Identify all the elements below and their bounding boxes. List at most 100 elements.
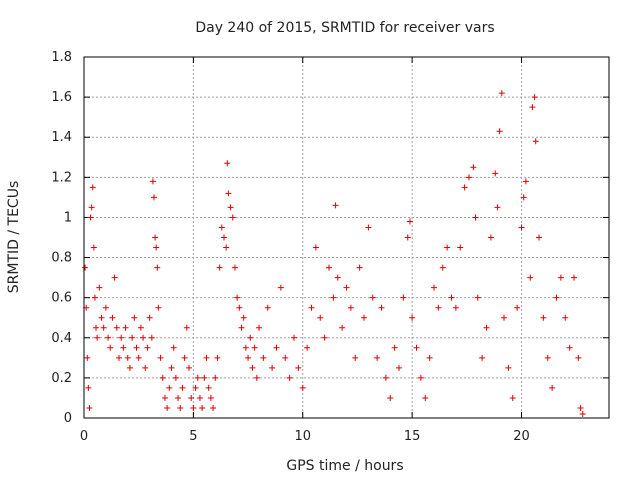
data-point <box>374 355 380 361</box>
data-point <box>241 315 247 321</box>
data-point <box>195 375 201 381</box>
data-point <box>431 285 437 291</box>
data-point <box>214 355 220 361</box>
data-point <box>462 184 468 190</box>
data-point <box>387 395 393 401</box>
y-tick-label: 1.2 <box>51 170 72 185</box>
data-point <box>505 365 511 371</box>
x-tick-label: 5 <box>189 429 197 444</box>
data-point <box>484 325 490 331</box>
data-point <box>501 315 507 321</box>
data-point <box>186 365 192 371</box>
data-point <box>330 295 336 301</box>
data-point <box>245 355 251 361</box>
data-point <box>249 365 255 371</box>
data-point <box>317 315 323 321</box>
x-tick-label: 15 <box>404 429 421 444</box>
data-point <box>414 345 420 351</box>
grid-lines <box>84 57 609 418</box>
x-tick-label: 0 <box>80 429 88 444</box>
data-point <box>510 395 516 401</box>
data-point <box>470 164 476 170</box>
data-point <box>160 375 166 381</box>
data-point <box>536 235 542 241</box>
data-point <box>150 178 156 184</box>
data-point <box>92 295 98 301</box>
data-point <box>326 265 332 271</box>
data-point <box>82 265 88 271</box>
plot-frame <box>84 57 609 418</box>
data-point <box>466 174 472 180</box>
data-point <box>232 265 238 271</box>
data-point <box>131 315 137 321</box>
data-point <box>136 355 142 361</box>
y-tick-label: 0.4 <box>51 331 72 346</box>
data-point <box>199 405 205 411</box>
data-point <box>497 128 503 134</box>
data-point <box>188 395 194 401</box>
data-point <box>129 335 135 341</box>
data-point <box>435 305 441 311</box>
data-point <box>580 411 586 417</box>
data-point <box>144 345 150 351</box>
data-point <box>519 224 525 230</box>
data-point <box>287 375 293 381</box>
data-point <box>407 218 413 224</box>
scatter-chart: Day 240 of 2015, SRMTID for receiver var… <box>0 0 640 480</box>
data-point <box>101 325 107 331</box>
x-axis-ticks: 0 5 10 15 20 <box>80 57 530 444</box>
data-point <box>523 178 529 184</box>
data-point <box>134 345 140 351</box>
data-point <box>184 325 190 331</box>
data-point <box>190 405 196 411</box>
data-point <box>127 365 133 371</box>
data-point <box>370 295 376 301</box>
data-point <box>221 235 227 241</box>
data-point <box>252 345 258 351</box>
data-point <box>575 355 581 361</box>
data-point <box>344 285 350 291</box>
data-point <box>105 335 111 341</box>
data-point <box>282 355 288 361</box>
data-point <box>499 90 505 96</box>
data-point <box>309 305 315 311</box>
data-point <box>300 385 306 391</box>
data-point <box>488 235 494 241</box>
data-point <box>142 365 148 371</box>
data-point <box>549 385 555 391</box>
data-point <box>166 385 172 391</box>
data-point <box>357 265 363 271</box>
data-point <box>409 315 415 321</box>
data-point <box>365 224 371 230</box>
data-point <box>239 325 245 331</box>
data-point <box>88 214 94 220</box>
data-point <box>449 295 455 301</box>
y-tick-label: 0.8 <box>51 251 72 266</box>
y-tick-label: 1.8 <box>51 50 72 65</box>
data-point <box>107 345 113 351</box>
y-tick-label: 1.6 <box>51 90 72 105</box>
data-point <box>224 160 230 166</box>
data-point <box>457 245 463 251</box>
data-point <box>125 355 131 361</box>
data-point <box>475 295 481 301</box>
data-point <box>322 335 328 341</box>
data-point <box>94 335 100 341</box>
data-point <box>164 405 170 411</box>
data-point <box>99 315 105 321</box>
data-point <box>103 305 109 311</box>
data-point <box>206 385 212 391</box>
data-point <box>444 245 450 251</box>
data-point <box>243 345 249 351</box>
chart-title: Day 240 of 2015, SRMTID for receiver var… <box>195 20 494 36</box>
data-point <box>405 235 411 241</box>
data-point <box>228 204 234 210</box>
data-point <box>140 335 146 341</box>
data-point <box>201 375 207 381</box>
data-point <box>571 275 577 281</box>
data-point <box>236 305 242 311</box>
data-point <box>147 315 153 321</box>
data-point <box>514 305 520 311</box>
data-point <box>225 190 231 196</box>
data-point <box>123 325 129 331</box>
